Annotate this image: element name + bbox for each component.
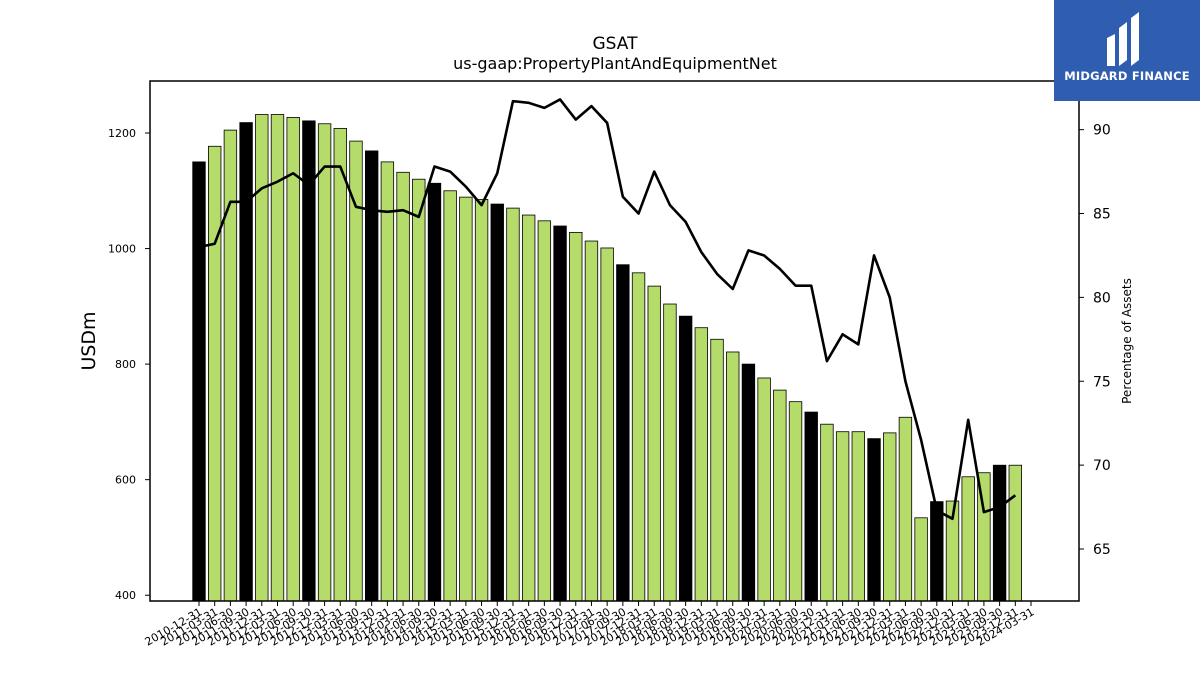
bar-2018-06-30: [663, 303, 677, 602]
bar-2013-06-30: [349, 140, 363, 602]
bar-2014-12-31: [443, 190, 457, 602]
y-tick-label-600: 600: [115, 474, 136, 487]
y-axis-label: USDm: [78, 311, 100, 370]
bar-2019-12-31: [757, 377, 771, 602]
bar-2015-03-31: [459, 196, 473, 602]
bar-2015-12-31: [506, 207, 520, 602]
bar-2021-09-30: [867, 438, 881, 602]
x-axis: 2010-12-312011-03-312011-06-302011-09-30…: [143, 601, 1037, 649]
y2-tick-label-70: 70: [1093, 458, 1111, 474]
plot-frame: [149, 80, 1080, 602]
midgard-logo-icon: [1107, 12, 1139, 66]
y2-tick-label-85: 85: [1093, 207, 1111, 223]
percentage-line: [198, 98, 1017, 521]
bar-2019-06-30: [726, 351, 740, 602]
left-axis: 400 600 800 1000 1200: [108, 127, 150, 602]
bar-2019-09-30: [741, 363, 756, 602]
y2-tick-label-80: 80: [1093, 290, 1111, 306]
bar-2016-09-30: [553, 225, 567, 602]
bar-2020-09-30: [804, 411, 818, 602]
bar-2017-12-31: [631, 272, 646, 602]
right-axis: 65 70 75 80 85 90: [1079, 123, 1111, 558]
y-tick-label-400: 400: [115, 589, 136, 602]
bar-2023-12-31: [1008, 464, 1022, 602]
y2-axis-label: Percentage of Assets: [1120, 278, 1134, 404]
bar-2013-09-30: [364, 150, 379, 602]
bar-2018-09-30: [678, 315, 693, 602]
bar-2015-09-30: [490, 203, 504, 602]
bar-2022-03-31: [898, 416, 913, 602]
bar-2018-12-31: [694, 327, 709, 602]
bar-2023-09-30: [992, 464, 1007, 602]
bar-2020-03-31: [773, 389, 787, 602]
bar-2016-12-31: [569, 231, 583, 602]
bar-2011-09-30: [239, 122, 253, 602]
logo-text: MIDGARD FINANCE: [1064, 69, 1190, 83]
bar-2020-06-30: [788, 401, 803, 602]
bar-2014-09-30: [427, 182, 442, 602]
y2-tick-label-90: 90: [1093, 123, 1111, 139]
bar-2011-03-31: [208, 145, 222, 602]
bar-2021-12-31: [883, 432, 897, 602]
chart-title: GSAT: [593, 34, 639, 54]
y-tick-label-1000: 1000: [108, 243, 136, 256]
bar-2021-03-31: [835, 431, 850, 602]
bar-2012-03-31: [270, 114, 285, 602]
bar-2014-06-30: [412, 178, 426, 602]
bar-2012-09-30: [302, 120, 316, 602]
bar-2018-03-31: [647, 285, 661, 602]
bar-2022-06-30: [914, 517, 928, 602]
bar-2020-12-31: [820, 423, 834, 602]
y2-tick-label-65: 65: [1093, 542, 1111, 558]
bar-2017-03-31: [584, 240, 599, 602]
bar-2017-06-30: [600, 247, 614, 602]
bar-2017-09-30: [616, 264, 630, 602]
bar-2012-06-30: [286, 117, 300, 602]
y2-tick-label-75: 75: [1093, 374, 1111, 390]
line-group: [198, 98, 1017, 521]
bar-2019-03-31: [710, 338, 724, 602]
bars-group: [192, 114, 1022, 602]
bar-2016-06-30: [537, 220, 552, 602]
chart-subtitle: us-gaap:PropertyPlantAndEquipmentNet: [453, 54, 777, 73]
bar-2013-03-31: [333, 127, 347, 602]
bar-2016-03-31: [521, 214, 536, 602]
y-tick-label-800: 800: [115, 358, 136, 371]
brand-logo: MIDGARD FINANCE: [1054, 0, 1200, 101]
bar-2012-12-31: [317, 123, 332, 602]
bar-2015-06-30: [474, 199, 489, 602]
bar-2022-09-30: [930, 501, 944, 602]
bar-2014-03-31: [396, 171, 410, 602]
bar-2021-06-30: [851, 431, 865, 602]
bar-2023-03-31: [961, 476, 975, 602]
bar-2010-12-31: [192, 161, 206, 602]
y-tick-label-1200: 1200: [108, 127, 136, 140]
bar-2013-12-31: [380, 161, 395, 602]
